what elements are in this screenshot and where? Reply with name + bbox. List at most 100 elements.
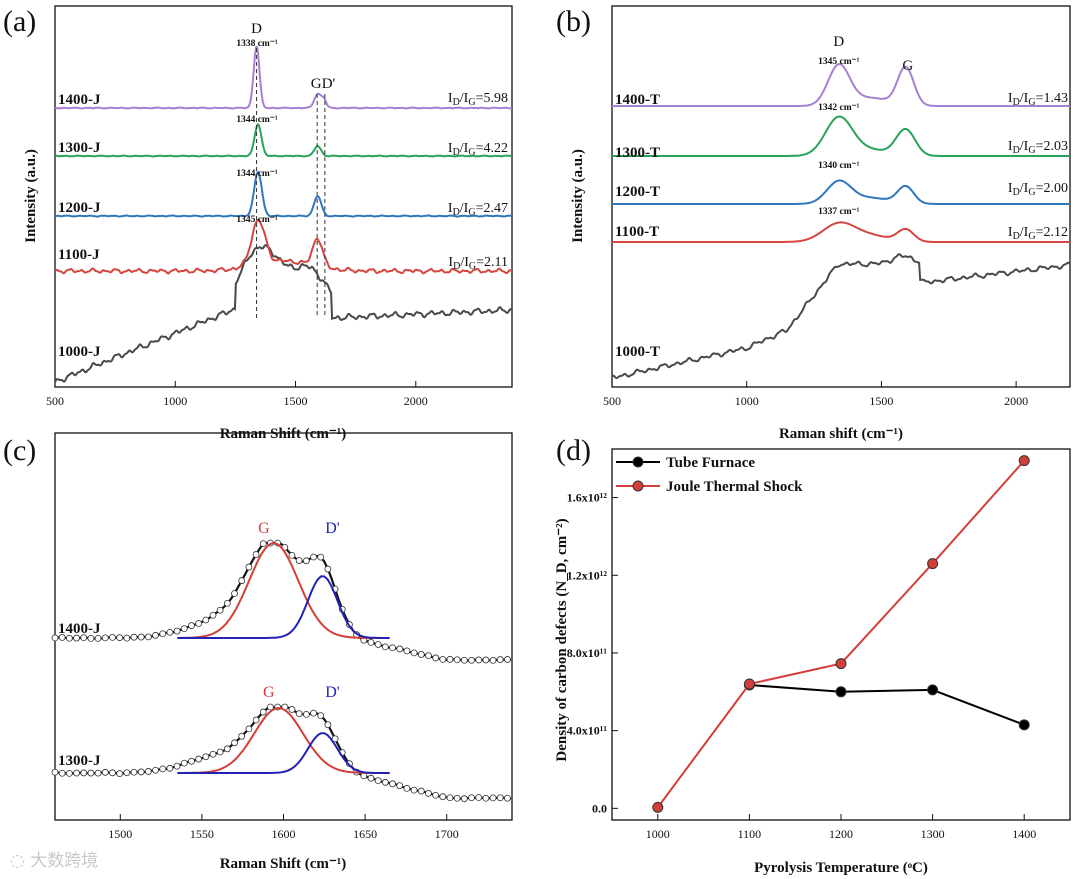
data-point-c-0-88 [367, 638, 375, 646]
peak-name-a-G: G [311, 76, 322, 92]
data-point-c-0-70 [302, 557, 310, 565]
data-point-c-0-44 [209, 611, 217, 619]
data-point-c-1-20 [123, 769, 131, 777]
ratio-label-b-1400: ID/IG=1.43 [1008, 91, 1068, 108]
peak-label-b-1400: 1345 cm⁻¹ [818, 57, 860, 67]
peak-label-b-1300: 1342 cm⁻¹ [818, 103, 860, 113]
data-point-c-1-70 [302, 710, 310, 718]
data-point-c-1-106 [432, 791, 440, 799]
tick-label-b-1: 1000 [735, 394, 759, 408]
data-point-c-1-38 [188, 757, 195, 765]
data-point-c-0-8 [80, 634, 88, 642]
data-point-c-1-66 [288, 706, 296, 713]
data-point-c-1-88 [367, 774, 375, 782]
data-point-c-0-96 [396, 645, 404, 653]
data-point-c-1-116 [468, 794, 475, 802]
data-point-c-0-34 [173, 627, 181, 635]
data-point-c-0-58 [259, 540, 267, 548]
data-point-c-0-100 [410, 649, 418, 657]
data-point-c-1-56 [252, 716, 260, 724]
tick-label-d-x-1: 1100 [738, 827, 762, 841]
tick-label-a-2: 1500 [284, 394, 308, 408]
data-point-c-0-76 [324, 565, 332, 573]
peak-label-a-1400: 1338 cm⁻¹ [236, 39, 278, 49]
series-line-a-1300 [54, 122, 513, 158]
data-point-c-0-98 [403, 647, 411, 655]
ratio-label-a-1200: ID/IG=2.47 [448, 201, 508, 218]
data-point-c-1-68 [295, 710, 303, 718]
data-point-c-1-8 [80, 769, 88, 777]
data-point-c-0-126 [504, 656, 511, 663]
data-point-c-0-74 [317, 553, 325, 561]
data-point-c-1-34 [173, 762, 181, 770]
peak-name-b-G: G [902, 58, 913, 74]
series-label-b-1400: 1400-T [615, 92, 660, 108]
tick-label-d-y-2: 8.0x10¹¹ [567, 646, 608, 660]
data-point-c-1-74 [317, 712, 325, 720]
data-point-c-0-102 [417, 651, 425, 658]
data-point-c-0-118 [475, 656, 483, 664]
watermark: ◌ 大数跨境 [10, 851, 99, 871]
data-point-c-0-92 [381, 643, 389, 651]
tick-label-a-3: 2000 [404, 394, 428, 408]
series-line-a-1100 [54, 218, 513, 275]
frame-c [54, 432, 513, 821]
data-point-d-0-3 [1018, 719, 1030, 731]
data-point-c-1-42 [202, 753, 210, 761]
data-point-c-0-90 [374, 641, 382, 648]
data-point-c-1-120 [482, 794, 490, 802]
data-point-c-1-14 [101, 768, 109, 776]
data-point-c-0-108 [439, 655, 447, 663]
data-point-c-1-48 [223, 745, 231, 753]
data-point-c-0-48 [223, 599, 231, 607]
data-point-d-1-3 [927, 558, 939, 570]
ratio-label-a-1300: ID/IG=4.22 [448, 141, 508, 158]
data-point-c-0-104 [425, 652, 432, 660]
tick-label-d-x-3: 1300 [921, 827, 945, 841]
data-point-c-1-40 [195, 755, 203, 763]
data-point-c-1-52 [238, 732, 246, 740]
peak-label-a-1300: 1344 cm⁻¹ [236, 115, 278, 125]
panel-letter-d: (d) [556, 434, 591, 467]
ratio-label-a-1100: ID/IG=2.11 [448, 255, 508, 272]
series-label-a-1200: 1200-J [58, 200, 101, 216]
data-point-c-1-24 [137, 768, 145, 776]
legend-label-d-0: Tube Furnace [666, 455, 755, 471]
tick-label-b-3: 2000 [1004, 394, 1028, 408]
tick-label-d-y-3: 1.2x10¹² [567, 568, 608, 582]
data-point-c-1-4 [65, 769, 73, 777]
data-points-c-1 [51, 703, 511, 803]
legend-marker-d-1 [632, 480, 644, 492]
panel-letter-c: (c) [3, 434, 36, 467]
data-point-c-0-66 [288, 551, 296, 559]
fit-label-G-c-1: G [263, 684, 275, 701]
frame-a [54, 5, 513, 388]
data-point-c-1-44 [209, 750, 217, 758]
series-label-b-1300: 1300-T [615, 145, 660, 161]
data-point-d-0-1 [835, 686, 847, 698]
ylabel-d: Density of carbon defects (N_D, cm⁻²) [554, 518, 570, 761]
fit-label-Dp-c-0: D' [325, 520, 340, 537]
series-line-d-0 [749, 684, 1025, 726]
tick-label-c-2: 1600 [272, 827, 296, 841]
data-point-c-1-2 [58, 769, 66, 777]
data-point-d-1-4 [1018, 455, 1030, 467]
data-point-c-0-38 [188, 622, 195, 629]
tick-label-d-x-0: 1000 [646, 827, 670, 841]
data-point-c-0-112 [453, 656, 461, 664]
data-point-c-0-50 [231, 590, 238, 597]
tick-label-b-2: 1500 [869, 394, 893, 408]
data-point-c-1-26 [144, 768, 152, 775]
series-label-a-1100: 1100-J [58, 247, 100, 263]
peak-label-b-1100: 1337 cm⁻¹ [818, 207, 860, 217]
data-point-c-0-24 [137, 633, 145, 641]
tick-label-d-x-4: 1400 [1012, 827, 1036, 841]
data-point-c-1-96 [396, 782, 404, 789]
data-point-c-1-50 [231, 739, 238, 747]
data-point-c-0-28 [152, 631, 159, 639]
data-point-c-1-12 [94, 769, 102, 777]
data-point-c-1-46 [216, 748, 224, 756]
ylabel-b: Intensity (a.u.) [570, 149, 586, 243]
panel-letter-b: (b) [556, 5, 591, 38]
data-point-c-0-0 [51, 634, 59, 642]
